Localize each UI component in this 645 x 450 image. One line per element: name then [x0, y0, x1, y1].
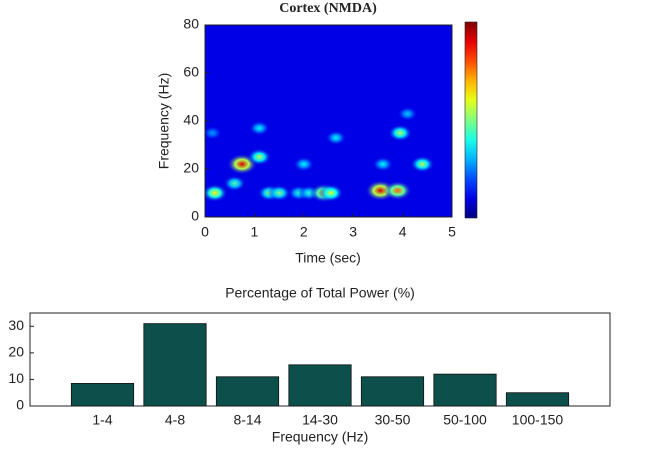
y-tick-label: 20: [8, 344, 24, 360]
y-tick-label: 80: [183, 16, 199, 32]
x-tick-label: 0: [201, 224, 209, 240]
heatmap-spot: [397, 106, 418, 122]
x-tick-label: 1-4: [92, 412, 112, 428]
x-axis-label: Time (sec): [295, 250, 361, 266]
x-tick-label: 2: [300, 224, 308, 240]
bar-title: Percentage of Total Power (%): [225, 285, 415, 301]
heatmap-spot: [205, 126, 223, 140]
y-tick-label: 0: [16, 397, 24, 413]
y-tick-label: 40: [183, 112, 199, 128]
bar: [70, 383, 135, 407]
x-axis-label: Frequency (Hz): [272, 429, 368, 445]
heatmap-cells: [205, 106, 435, 203]
heatmap-spot: [388, 124, 413, 142]
y-tick-label: 60: [183, 64, 199, 80]
x-tick-label: 4: [399, 224, 407, 240]
heatmap-spot: [372, 156, 394, 172]
heatmap-title: Cortex (NMDA): [279, 1, 377, 16]
heatmap-spot: [383, 180, 412, 201]
x-tick-label: 3: [349, 224, 357, 240]
y-axis-label: Frequency (Hz): [156, 73, 172, 169]
heatmap-spot: [325, 130, 347, 146]
bar: [215, 376, 280, 407]
x-tick-label: 14-30: [302, 412, 338, 428]
x-tick-label: 50-100: [443, 412, 487, 428]
heatmap-spot: [318, 184, 344, 202]
x-tick-label: 8-14: [233, 412, 261, 428]
heatmap-spot: [205, 184, 228, 202]
heatmap-spot: [247, 148, 272, 166]
heatmap-spot: [410, 155, 435, 173]
bar: [143, 323, 207, 407]
x-tick-label: 4-8: [165, 412, 185, 428]
bar: [288, 364, 352, 407]
x-tick-label: 1: [251, 224, 259, 240]
x-tick-label: 100-150: [512, 412, 564, 428]
bar: [505, 392, 570, 407]
heatmap-spot: [293, 156, 315, 172]
x-tick-label: 5: [448, 224, 456, 240]
y-tick-label: 30: [8, 317, 24, 333]
y-tick-label: 0: [191, 208, 199, 224]
y-tick-label: 10: [8, 370, 24, 386]
heatmap-spot: [248, 120, 270, 136]
colorbar: [464, 21, 478, 219]
bar: [433, 373, 497, 407]
heatmap-spot: [267, 184, 291, 202]
x-tick-label: 30-50: [375, 412, 411, 428]
bar: [360, 376, 425, 407]
y-tick-label: 20: [183, 160, 199, 176]
heatmap-spot: [223, 175, 246, 192]
